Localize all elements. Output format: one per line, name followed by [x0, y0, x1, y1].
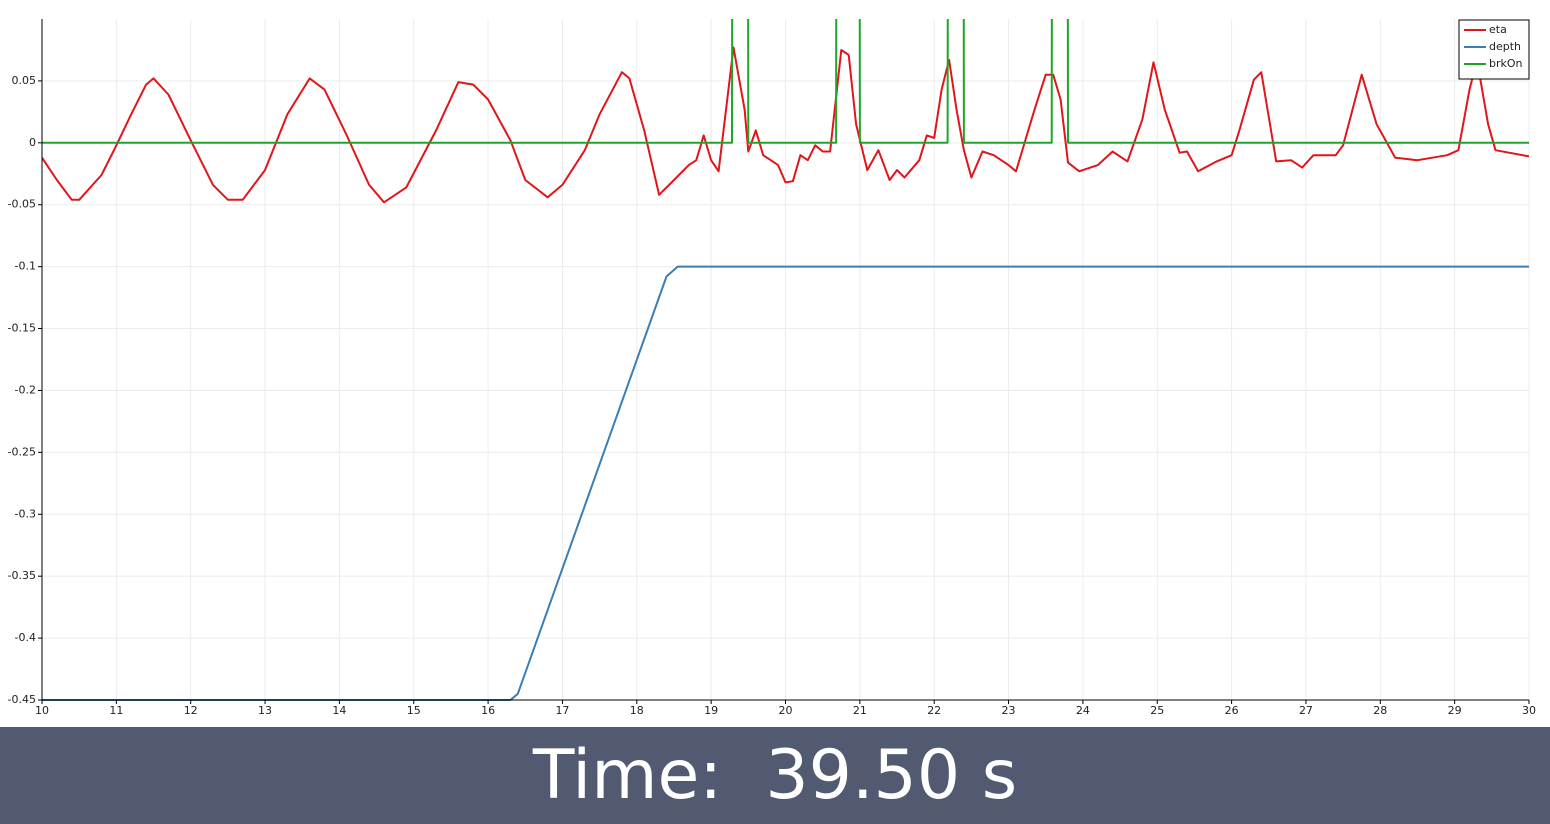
- x-tick-label: 27: [1299, 704, 1313, 717]
- x-tick-label: 20: [779, 704, 793, 717]
- status-bar: Time: 39.50 s: [0, 727, 1550, 824]
- x-tick-label: 18: [630, 704, 644, 717]
- y-tick-label: -0.2: [15, 383, 36, 396]
- x-tick-label: 12: [184, 704, 198, 717]
- x-tick-label: 25: [1150, 704, 1164, 717]
- y-tick-label: -0.25: [8, 445, 36, 458]
- x-tick-label: 30: [1522, 704, 1536, 717]
- x-tick-label: 26: [1225, 704, 1239, 717]
- legend-label: brkOn: [1489, 57, 1523, 70]
- grid: [41, 19, 1530, 701]
- x-tick-label: 14: [332, 704, 346, 717]
- x-tick-label: 17: [555, 704, 569, 717]
- legend: eta depth brkOn: [1458, 19, 1530, 80]
- legend-label: depth: [1489, 40, 1521, 53]
- y-tick-label: 0.05: [12, 74, 37, 87]
- x-tick-label: 10: [35, 704, 49, 717]
- legend-label: eta: [1489, 23, 1507, 36]
- y-tick-label: -0.35: [8, 569, 36, 582]
- y-tick-label: -0.4: [15, 631, 36, 644]
- x-tick-label: 22: [927, 704, 941, 717]
- chart: 10 11 12 13 14 15 16 17 18 19 20 21 22 23 24 25 26 27 28 29…: [8, 19, 1536, 717]
- time-label: Time: 39.50 s: [532, 736, 1018, 815]
- x-tick-label: 15: [407, 704, 421, 717]
- x-tick-label: 24: [1076, 704, 1090, 717]
- x-tick-label: 29: [1448, 704, 1462, 717]
- x-tick-label: 28: [1373, 704, 1387, 717]
- x-tick-label: 13: [258, 704, 272, 717]
- axes: 10 11 12 13 14 15 16 17 18 19 20 21 22 23 24 25 26 27 28 29…: [8, 19, 1536, 717]
- y-tick-label: -0.3: [15, 507, 36, 520]
- y-tick-label: 0: [29, 136, 36, 149]
- x-tick-label: 23: [1002, 704, 1016, 717]
- series-line: [42, 46, 1530, 204]
- x-tick-label: 11: [109, 704, 123, 717]
- y-tick-label: -0.05: [8, 198, 36, 211]
- y-tick-label: -0.45: [8, 693, 36, 706]
- x-tick-label: 16: [481, 704, 495, 717]
- y-tick-label: -0.1: [15, 260, 36, 273]
- y-tick-label: -0.15: [8, 322, 36, 335]
- series-line: [42, 19, 1529, 144]
- x-tick-label: 21: [853, 704, 867, 717]
- x-tick-label: 19: [704, 704, 718, 717]
